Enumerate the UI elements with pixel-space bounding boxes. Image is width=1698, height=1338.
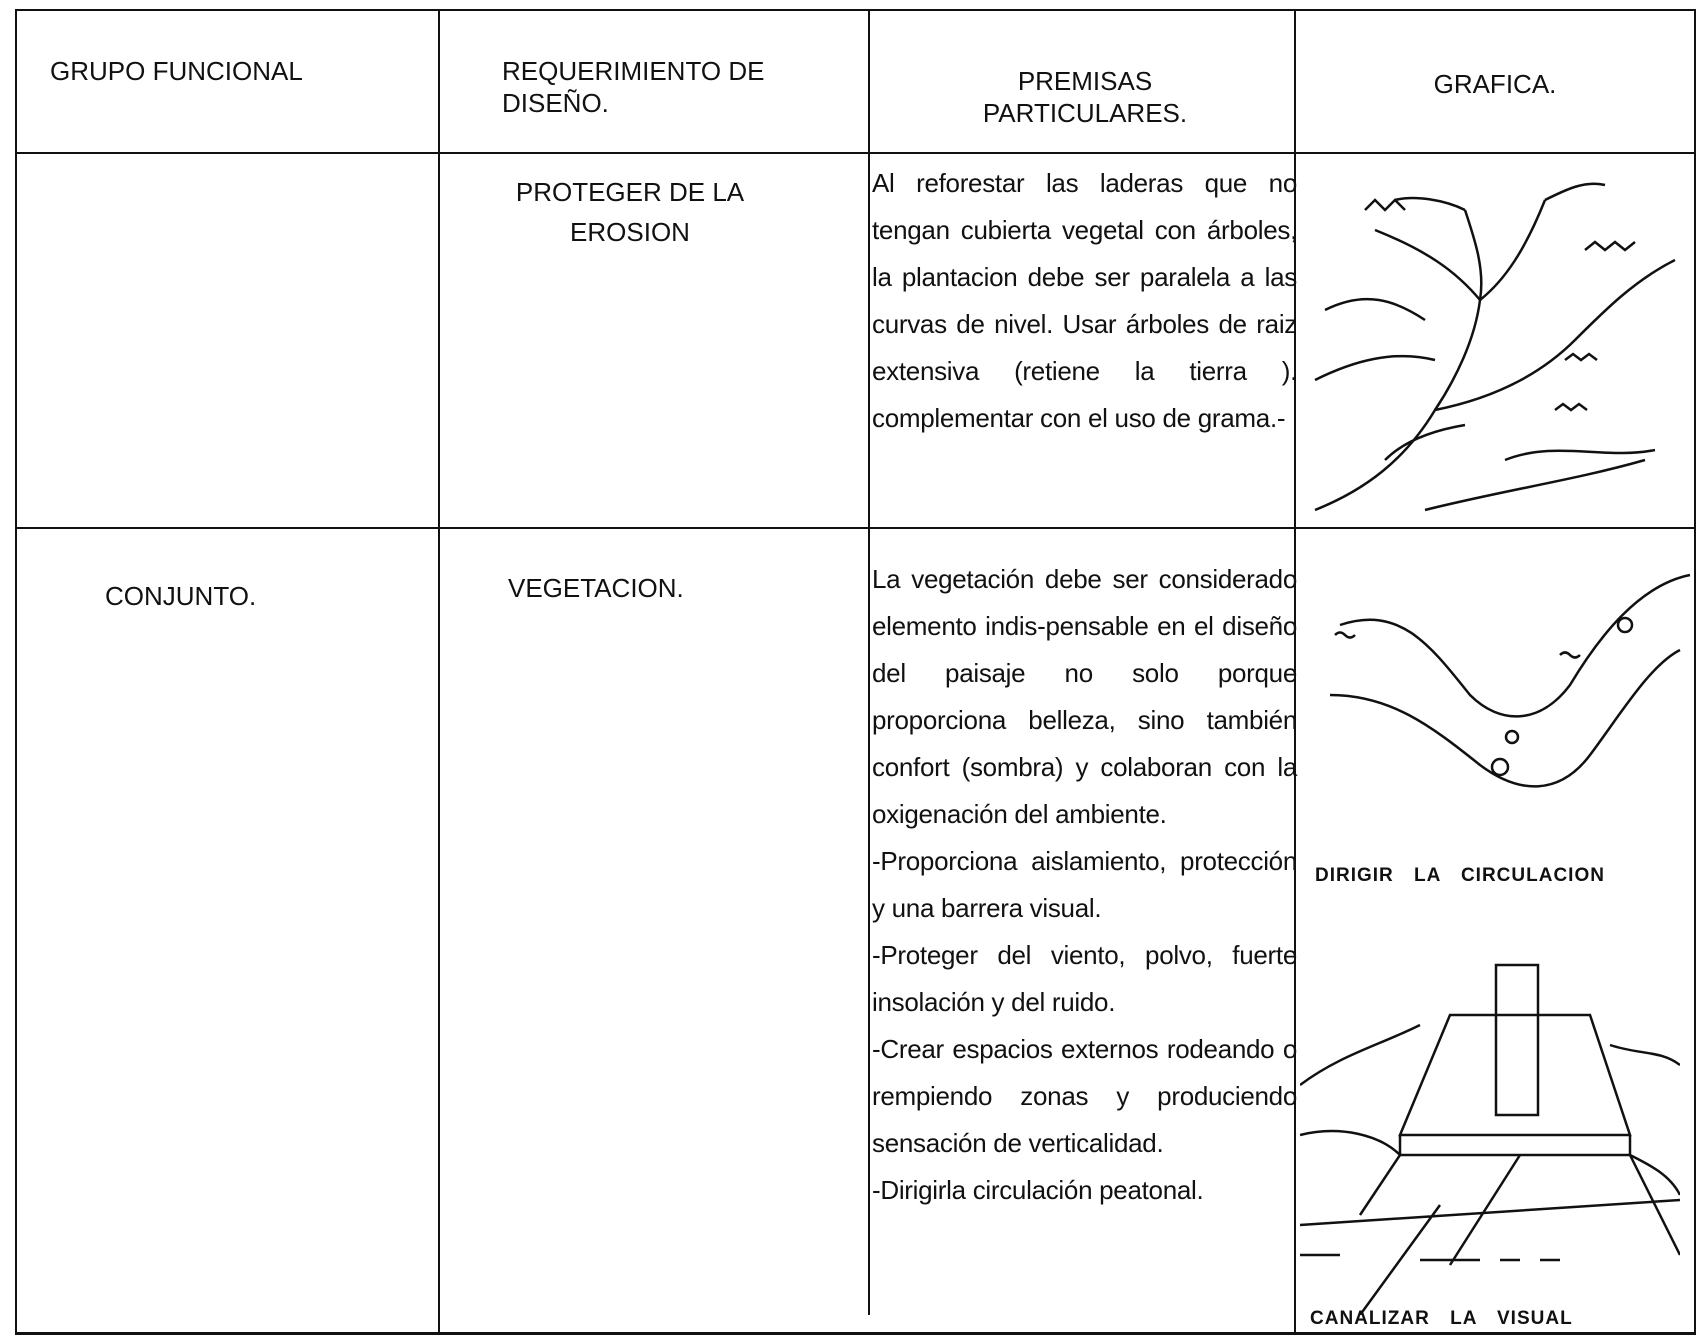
header-cell: REQUERIMIENTO DE DISEÑO. — [502, 56, 765, 118]
border — [15, 9, 17, 1335]
header-cell: PREMISAS PARTICULARES. — [982, 66, 1188, 128]
border — [1294, 9, 1296, 1335]
premise-text: La vegetación debe ser considerado eleme… — [872, 564, 1297, 829]
border — [15, 9, 1696, 11]
graphic-caption: DIRIGIR LA CIRCULACION — [1315, 865, 1605, 886]
header-cell: GRAFICA. — [1433, 69, 1557, 99]
header-cell: GRUPO FUNCIONAL — [50, 56, 303, 86]
border — [15, 152, 1696, 154]
border — [15, 1332, 1696, 1335]
premises: La vegetación debe ser considerado eleme… — [872, 556, 1297, 1214]
premises: Al reforestar las laderas que no tengan … — [872, 160, 1297, 442]
requirement: VEGETACION. — [508, 573, 684, 603]
border — [15, 527, 1696, 529]
premise-text: -Proteger del viento, polvo, fuerte inso… — [872, 940, 1297, 1017]
visual-sketch — [1300, 963, 1680, 1315]
premise-text: Al reforestar las laderas que no tengan … — [872, 168, 1297, 433]
functional-group: CONJUNTO. — [105, 581, 257, 611]
border — [868, 9, 870, 1315]
premise-text: -Dirigirla circulación peatonal. — [872, 1175, 1204, 1205]
tree-sketch — [1314, 182, 1676, 512]
requirement: PROTEGER DE LA EROSION — [515, 177, 745, 247]
premise-text: -Crear espacios externos rodeando o remp… — [872, 1034, 1297, 1158]
border — [1694, 9, 1696, 1335]
border — [438, 9, 440, 1335]
graphic-caption: CANALIZAR LA VISUAL — [1310, 1308, 1573, 1329]
premise-text: -Proporciona aislamiento, protección y u… — [872, 846, 1297, 923]
circulation-sketch — [1329, 573, 1691, 788]
